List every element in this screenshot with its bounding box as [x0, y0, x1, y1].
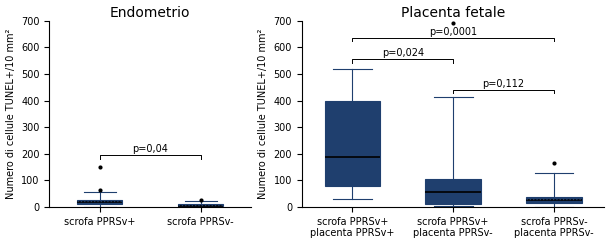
Title: Placenta fetale: Placenta fetale: [401, 6, 505, 20]
Bar: [77, 200, 123, 204]
Text: p=0,0001: p=0,0001: [429, 27, 477, 37]
Y-axis label: Numero di cellule TUNEL+/10 mm²: Numero di cellule TUNEL+/10 mm²: [5, 29, 16, 199]
Bar: [325, 101, 380, 186]
Y-axis label: Numero di cellule TUNEL+/10 mm²: Numero di cellule TUNEL+/10 mm²: [258, 29, 268, 199]
Text: p=0,024: p=0,024: [382, 48, 424, 58]
Text: p=0,04: p=0,04: [132, 144, 168, 154]
Bar: [425, 179, 481, 204]
Text: p=0,112: p=0,112: [483, 79, 525, 89]
Bar: [178, 204, 223, 206]
Bar: [526, 197, 582, 203]
Title: Endometrio: Endometrio: [110, 6, 190, 20]
